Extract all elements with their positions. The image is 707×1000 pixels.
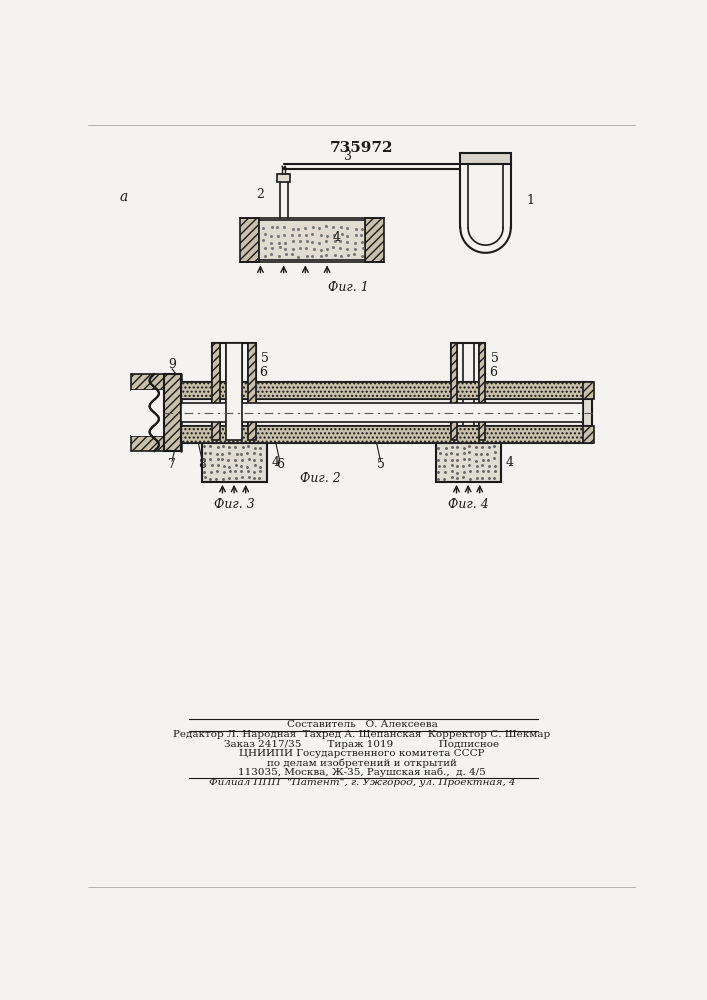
Text: 6: 6 xyxy=(259,366,267,379)
Bar xyxy=(180,382,592,399)
Text: ЦНИИПИ Государственного комитета СССР: ЦНИИПИ Государственного комитета СССР xyxy=(239,749,485,758)
Bar xyxy=(365,218,385,262)
Text: 4: 4 xyxy=(506,456,514,469)
Bar xyxy=(259,220,365,260)
Bar xyxy=(436,443,501,482)
Text: Филиал ППП  "Патент", г. Ужгород, ул. Проектная, 4: Филиал ППП "Патент", г. Ужгород, ул. Про… xyxy=(209,778,515,787)
Bar xyxy=(180,426,592,443)
Text: 5: 5 xyxy=(377,458,385,471)
Text: 3: 3 xyxy=(344,150,352,163)
Text: а: а xyxy=(119,190,127,204)
Text: Фиг. 3: Фиг. 3 xyxy=(214,498,255,512)
Bar xyxy=(583,426,594,443)
Text: 735972: 735972 xyxy=(330,141,394,155)
Text: Составитель   О. Алексеева: Составитель О. Алексеева xyxy=(286,720,438,729)
Text: по делам изобретений и открытий: по делам изобретений и открытий xyxy=(267,758,457,768)
Bar xyxy=(240,218,259,262)
Text: 6: 6 xyxy=(489,366,497,379)
Text: Фиг. 1: Фиг. 1 xyxy=(327,281,368,294)
Bar xyxy=(277,174,290,182)
Text: 1: 1 xyxy=(526,194,534,207)
Text: Редактор Л. Народная  Тахред А. Щепанская  Корректор С. Шекмар: Редактор Л. Народная Тахред А. Щепанская… xyxy=(173,730,551,739)
Bar xyxy=(248,343,256,440)
Bar xyxy=(479,343,485,440)
Text: 113035, Москва, Ж-35, Раушская наб.,  д. 4/5: 113035, Москва, Ж-35, Раушская наб., д. … xyxy=(238,767,486,777)
Bar xyxy=(201,443,267,482)
Bar xyxy=(226,343,242,440)
Bar xyxy=(131,374,163,389)
Bar xyxy=(212,343,220,440)
Text: 4: 4 xyxy=(332,231,340,244)
Bar xyxy=(180,403,583,422)
Text: 4: 4 xyxy=(272,456,280,469)
Text: Фиг. 2: Фиг. 2 xyxy=(300,472,341,485)
Polygon shape xyxy=(460,228,510,253)
Bar xyxy=(131,436,163,451)
Text: 9: 9 xyxy=(168,358,176,371)
Bar xyxy=(460,153,510,164)
Text: 2: 2 xyxy=(257,188,264,201)
Bar xyxy=(583,382,594,399)
Bar xyxy=(131,374,165,451)
Text: 7: 7 xyxy=(168,458,176,471)
Bar xyxy=(583,399,592,426)
Text: 8: 8 xyxy=(198,458,206,471)
Bar xyxy=(131,389,163,436)
Text: 5: 5 xyxy=(261,352,269,365)
Text: 6: 6 xyxy=(276,458,284,471)
Bar xyxy=(131,374,165,389)
Bar xyxy=(163,374,180,451)
Text: Заказ 2417/35        Тираж 1019              Подписное: Заказ 2417/35 Тираж 1019 Подписное xyxy=(224,740,500,749)
Text: 5: 5 xyxy=(491,352,498,365)
Text: Фиг. 4: Фиг. 4 xyxy=(448,498,489,512)
Bar xyxy=(131,436,165,451)
Bar xyxy=(451,343,457,440)
